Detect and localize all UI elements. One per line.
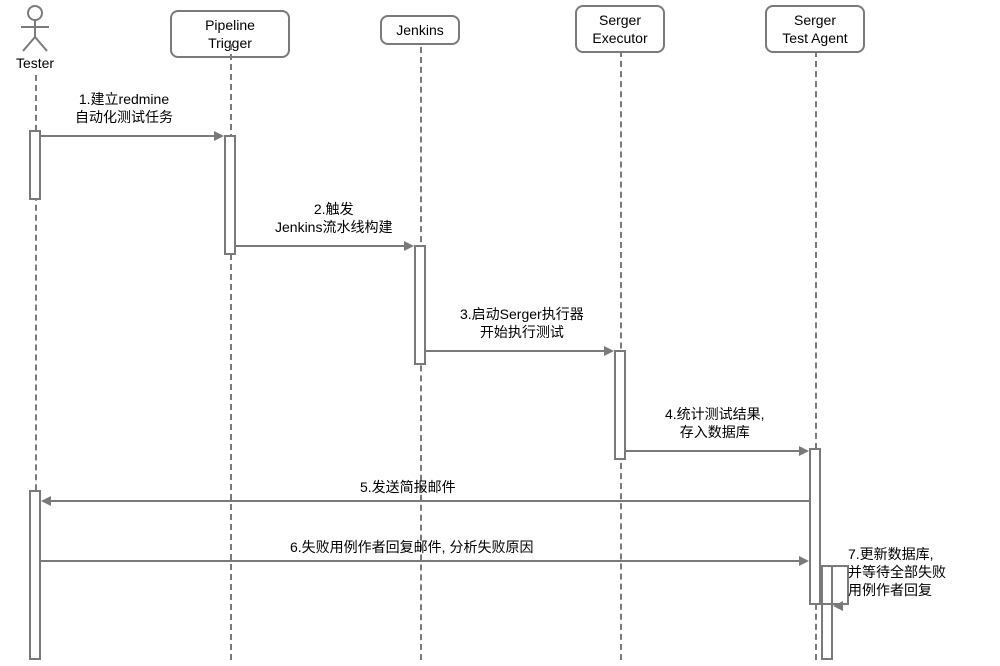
arrow-head xyxy=(404,241,414,251)
actor-label: Tester xyxy=(5,55,65,71)
message-label: 4.统计测试结果,存入数据库 xyxy=(665,405,765,441)
arrow-head xyxy=(799,556,809,566)
message-label: 5.发送简报邮件 xyxy=(360,478,456,496)
participant-executor: SergerExecutor xyxy=(575,5,665,53)
activation-tester xyxy=(29,130,41,200)
sequence-diagram: TesterPipeline TriggerJenkinsSergerExecu… xyxy=(0,0,1000,666)
message-line xyxy=(41,135,216,137)
activation-jenkins xyxy=(414,245,426,365)
arrow-head xyxy=(41,496,51,506)
message-line xyxy=(49,500,809,502)
self-message-label: 7.更新数据库,并等待全部失败用例作者回复 xyxy=(848,545,946,600)
message-line xyxy=(236,245,406,247)
participant-jenkins: Jenkins xyxy=(380,15,460,45)
arrow-head xyxy=(799,446,809,456)
arrow-head xyxy=(214,131,224,141)
activation-executor xyxy=(614,350,626,460)
activation-pipeline xyxy=(224,135,236,255)
message-label: 6.失败用例作者回复邮件, 分析失败原因 xyxy=(290,538,533,556)
activation-agent xyxy=(809,448,821,605)
message-label: 2.触发Jenkins流水线构建 xyxy=(275,200,392,236)
message-label: 1.建立redmine自动化测试任务 xyxy=(75,90,173,126)
message-label: 3.启动Serger执行器开始执行测试 xyxy=(460,305,584,341)
actor-tester xyxy=(15,5,55,60)
arrow-head xyxy=(604,346,614,356)
activation-tester xyxy=(29,490,41,660)
message-line xyxy=(41,560,801,562)
arrow-head xyxy=(833,601,843,611)
message-line xyxy=(426,350,606,352)
message-line xyxy=(626,450,801,452)
participant-agent: SergerTest Agent xyxy=(765,5,865,53)
self-message xyxy=(821,565,849,605)
